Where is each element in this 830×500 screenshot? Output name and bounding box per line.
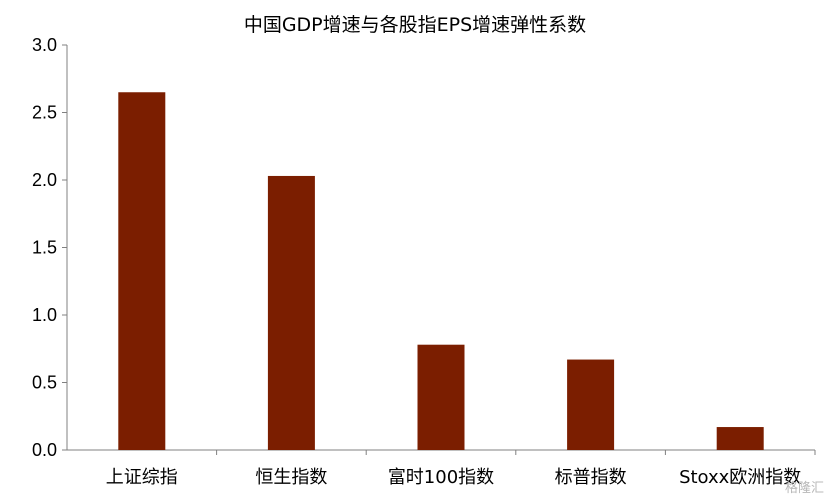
bar <box>716 427 764 450</box>
y-tick-label: 2.5 <box>32 103 57 123</box>
x-category-label: 富时100指数 <box>388 467 494 488</box>
bar <box>417 344 465 450</box>
x-category-label: Stoxx欧洲指数 <box>679 467 801 488</box>
y-tick-label: 3.0 <box>32 35 57 55</box>
watermark-text: 格隆汇 <box>784 481 824 496</box>
y-tick-label: 0.0 <box>32 440 57 460</box>
bar-series <box>118 92 764 450</box>
x-category-labels: 上证综指 恒生指数 富时100指数 标普指数 Stoxx欧洲指数 <box>106 467 802 488</box>
chart-title: 中国GDP增速与各股指EPS增速弹性系数 <box>243 14 587 36</box>
y-tick-label: 2.0 <box>32 170 57 190</box>
x-category-label: 恒生指数 <box>255 467 327 488</box>
x-category-label: 标普指数 <box>555 467 627 488</box>
x-category-label: 上证综指 <box>106 467 178 488</box>
bar <box>267 175 315 450</box>
y-tick-label: 1.5 <box>32 238 57 258</box>
y-tick-label: 1.0 <box>32 305 57 325</box>
y-tick-labels: 0.0 0.5 1.0 1.5 2.0 2.5 3.0 <box>32 35 57 460</box>
bar <box>118 92 166 450</box>
bar <box>567 359 615 450</box>
y-tick-label: 0.5 <box>32 373 57 393</box>
watermark-logo: 格隆汇 <box>785 477 824 496</box>
